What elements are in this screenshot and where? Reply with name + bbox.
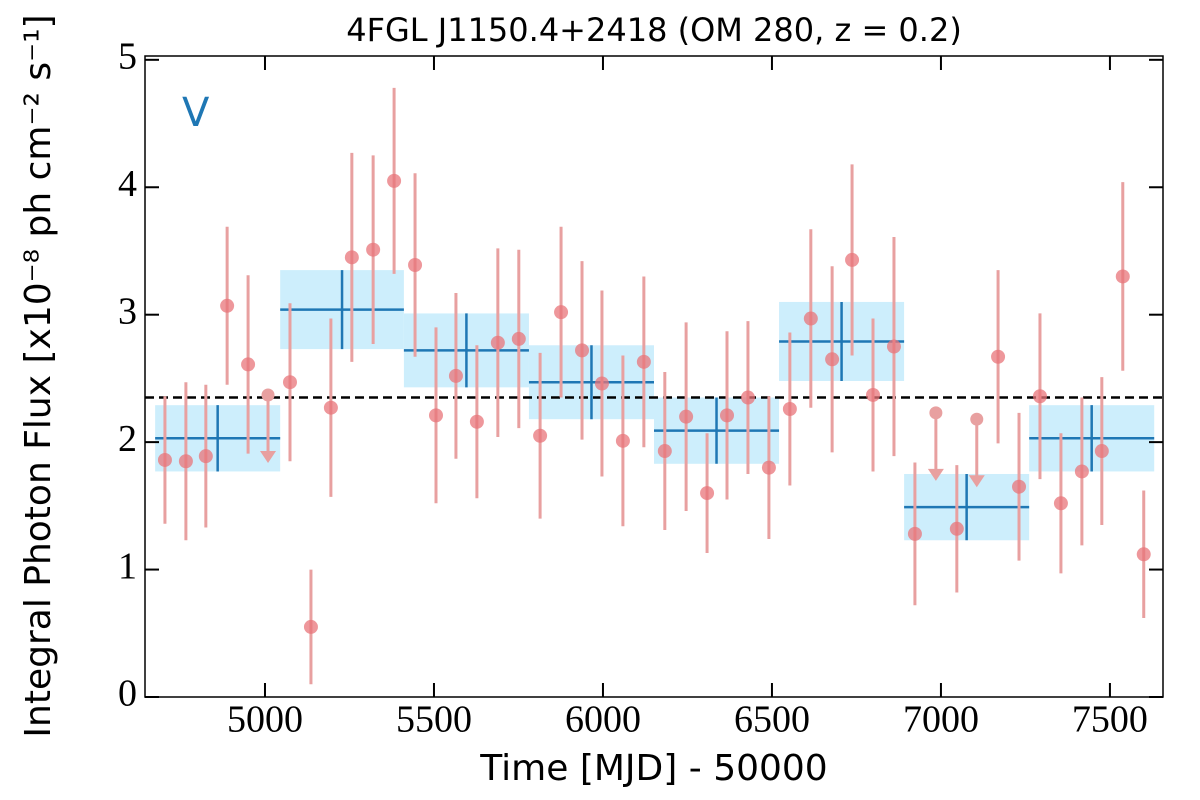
point [282,375,297,390]
chart-title: 4FGL J1150.4+2418 (OM 280, z = 0.2) [346,11,962,49]
point [448,368,463,383]
point [157,452,172,467]
point [303,619,318,634]
point [387,173,402,188]
point [636,354,651,369]
point [1074,464,1089,479]
upper-limit-point [970,412,984,426]
x-tick-label: 5500 [396,699,472,741]
point [782,401,797,416]
point [323,400,338,415]
point [845,252,860,267]
y-axis-label: Integral Photon Flux [x10⁻⁸ ph cm⁻² s⁻¹] [18,14,59,737]
point [469,414,484,429]
point [700,486,715,501]
point [220,298,235,313]
point [554,305,569,320]
x-tick-label: 7500 [1072,699,1148,741]
point [594,376,609,391]
point [408,257,423,272]
y-tick-label: 3 [118,290,137,332]
point [366,242,381,257]
point [1032,389,1047,404]
point [657,444,672,459]
plot-frame [144,55,1164,698]
point [679,409,694,424]
point [241,357,256,372]
point [344,250,359,265]
upper-limit-arrow [968,475,985,488]
point [761,460,776,475]
upper-limit-point [929,406,943,420]
point [949,521,964,536]
point [1094,444,1109,459]
point [1136,547,1151,562]
upper-limit-arrow [927,468,944,481]
point [1115,269,1130,284]
y-tick-label: 4 [118,163,137,205]
point [533,428,548,443]
point [825,352,840,367]
point [178,454,193,469]
point [575,343,590,358]
point [198,449,213,464]
x-tick-label: 7000 [903,699,979,741]
point [511,331,526,346]
x-tick-label: 6000 [565,699,641,741]
point [1012,479,1027,494]
point [740,390,755,405]
x-axis-label: Time [MJD] - 50000 [479,748,827,789]
upper-limit-point [261,388,275,402]
point [1053,496,1068,511]
x-tick-label: 6500 [734,699,810,741]
point [991,349,1006,364]
point [490,335,505,350]
x-tick-label: 5000 [227,699,303,741]
y-tick-label: 2 [118,418,137,460]
point [429,408,444,423]
point [803,311,818,326]
upper-limit-arrow [260,450,277,463]
point [866,387,881,402]
y-tick-label: 0 [118,673,137,715]
point [886,339,901,354]
point [907,526,922,541]
annotation: V [182,90,210,136]
point [615,433,630,448]
point [720,408,735,423]
y-tick-label: 1 [118,545,137,587]
y-tick-label: 5 [118,36,137,78]
